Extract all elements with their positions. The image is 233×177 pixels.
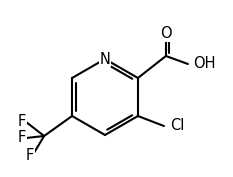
Text: N: N: [99, 52, 110, 67]
Text: Cl: Cl: [170, 118, 184, 133]
Text: F: F: [18, 130, 26, 145]
Text: OH: OH: [193, 56, 216, 72]
Text: F: F: [26, 149, 34, 164]
Text: F: F: [18, 115, 26, 130]
Text: O: O: [160, 27, 172, 41]
